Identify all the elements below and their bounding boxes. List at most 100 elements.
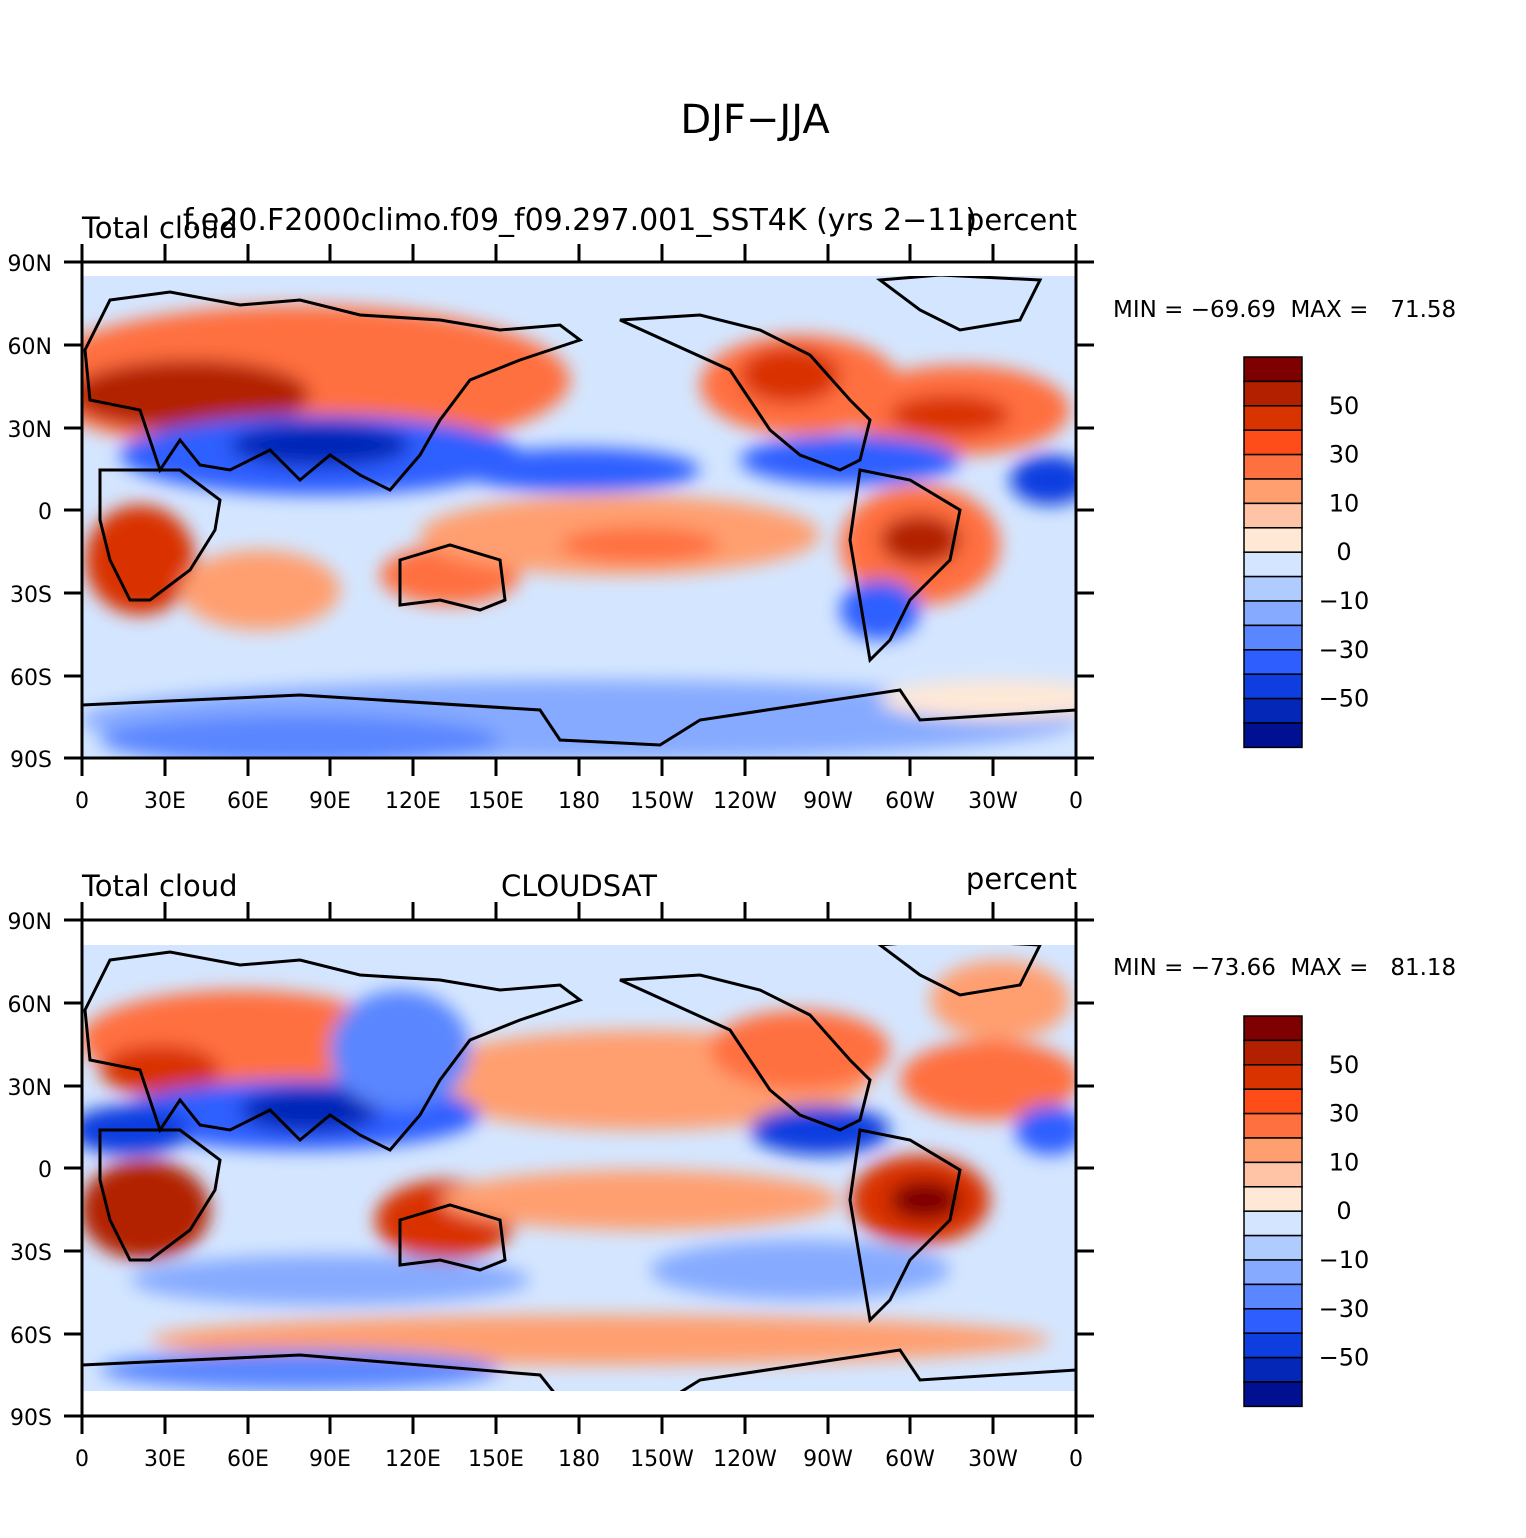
panel-bottom: Total cloud CLOUDSAT percent	[8, 862, 1457, 1472]
colorbar-label: 30	[1329, 1100, 1360, 1128]
colorbar-swatch	[1243, 1356, 1303, 1383]
lon-label: 90E	[309, 1447, 351, 1472]
colorbar-swatch	[1243, 1332, 1303, 1359]
colorbar-swatch	[1243, 1161, 1303, 1188]
colorbar-label: −30	[1319, 636, 1370, 664]
lon-label: 150W	[630, 1447, 694, 1472]
lon-label: 150E	[468, 1447, 524, 1472]
colorbar-bottom: 50 30 10 0 −10 −30 −50	[1243, 1015, 1370, 1408]
lon-label: 30W	[968, 789, 1018, 814]
colorbar-swatch	[1243, 1064, 1303, 1090]
lon-label: 30W	[968, 1447, 1018, 1472]
colorbar-swatch	[1243, 527, 1303, 553]
panel-top-right-label: percent	[966, 203, 1077, 237]
colorbar-swatch	[1243, 1039, 1303, 1066]
colorbar-swatch	[1243, 1259, 1303, 1286]
lat-label: 60S	[10, 666, 52, 691]
panel-top: f.e20.F2000climo.f09_f09.297.001_SST4K (…	[8, 203, 1457, 814]
lon-label: 30E	[144, 789, 186, 814]
lon-label: 180	[558, 1447, 600, 1472]
lat-label: 60N	[8, 993, 52, 1018]
colorbar-swatch	[1243, 356, 1303, 383]
lat-label: 30S	[10, 1241, 52, 1266]
map-top-field	[82, 276, 1076, 757]
panel-bottom-left-label: Total cloud	[81, 869, 237, 903]
lat-label: 30S	[10, 583, 52, 608]
colorbar-swatch	[1243, 673, 1303, 700]
colorbar-swatch	[1243, 1234, 1303, 1261]
figure-title: DJF−JJA	[680, 97, 830, 143]
colorbar-swatch	[1243, 697, 1303, 724]
panel-bottom-min-max: MIN = −73.66 MAX = 81.18	[1113, 955, 1456, 981]
colorbar-swatch	[1243, 380, 1303, 407]
map-bottom-lon-axis	[80, 902, 1078, 1434]
lon-label: 60E	[227, 789, 269, 814]
lat-label: 60N	[8, 335, 52, 360]
colorbar-swatch	[1243, 575, 1303, 602]
lon-label: 0	[75, 1447, 89, 1472]
lat-label: 0	[38, 500, 52, 525]
lon-label: 120E	[385, 789, 441, 814]
colorbar-swatch	[1243, 1186, 1303, 1212]
panel-top-min-max: MIN = −69.69 MAX = 71.58	[1113, 297, 1456, 323]
colorbar-swatch	[1243, 453, 1303, 480]
lon-label: 90W	[803, 1447, 853, 1472]
colorbar-label: −10	[1319, 587, 1370, 615]
map-bottom-field	[82, 945, 1076, 1391]
panel-bottom-center-label: CLOUDSAT	[501, 869, 657, 903]
colorbar-label: 0	[1336, 1197, 1351, 1225]
lat-label: 0	[38, 1158, 52, 1183]
map-bottom-lat-axis	[64, 918, 1094, 1418]
lon-label: 60W	[885, 789, 935, 814]
colorbar-label: −50	[1319, 1344, 1370, 1372]
colorbar-swatch	[1243, 478, 1303, 505]
lon-label: 60W	[885, 1447, 935, 1472]
colorbar-swatch	[1243, 1088, 1303, 1115]
lon-label: 0	[75, 789, 89, 814]
colorbar-label: −30	[1319, 1295, 1370, 1323]
colorbar-label: −50	[1319, 685, 1370, 713]
lon-label: 60E	[227, 1447, 269, 1472]
colorbar-swatch	[1243, 1308, 1303, 1334]
lon-label: 90W	[803, 789, 853, 814]
lat-label: 30N	[8, 418, 52, 443]
panel-top-left-label: Total cloud	[81, 211, 237, 245]
lat-label: 30N	[8, 1076, 52, 1101]
lon-label: 150W	[630, 789, 694, 814]
panel-bottom-right-label: percent	[966, 862, 1077, 896]
lat-label: 60S	[10, 1324, 52, 1349]
colorbar-swatch	[1243, 649, 1303, 675]
lon-label: 120W	[713, 1447, 777, 1472]
colorbar-swatch	[1243, 1381, 1303, 1408]
colorbar-label: 50	[1329, 1051, 1360, 1079]
lon-label: 120E	[385, 1447, 441, 1472]
colorbar-swatch	[1243, 1283, 1303, 1310]
panel-top-center-label: f.e20.F2000climo.f09_f09.297.001_SST4K (…	[183, 203, 977, 238]
colorbar-swatch	[1243, 600, 1303, 627]
colorbar-label: 50	[1329, 392, 1360, 420]
colorbar-label: 10	[1329, 489, 1360, 517]
lon-label: 30E	[144, 1447, 186, 1472]
colorbar-swatch	[1243, 1137, 1303, 1164]
lat-label: 90N	[8, 252, 52, 277]
colorbar-swatch	[1243, 405, 1303, 431]
colorbar-swatch	[1243, 1112, 1303, 1139]
lon-label: 0	[1069, 1447, 1083, 1472]
lat-label: 90N	[8, 910, 52, 935]
lat-label: 90S	[10, 1406, 52, 1431]
colorbar-swatch	[1243, 551, 1303, 578]
lat-label: 90S	[10, 748, 52, 773]
colorbar-swatch	[1243, 624, 1303, 651]
lon-label: 90E	[309, 789, 351, 814]
colorbar-label: 0	[1336, 538, 1351, 566]
colorbar-label: −10	[1319, 1246, 1370, 1274]
colorbar-label: 10	[1329, 1148, 1360, 1176]
colorbar-swatch	[1243, 1210, 1303, 1237]
colorbar-swatch	[1243, 722, 1303, 749]
lon-label: 0	[1069, 789, 1083, 814]
colorbar-top: 50 30 10 0 −10 −30 −50	[1243, 356, 1370, 749]
colorbar-swatch	[1243, 1015, 1303, 1042]
lon-label: 180	[558, 789, 600, 814]
lon-label: 120W	[713, 789, 777, 814]
